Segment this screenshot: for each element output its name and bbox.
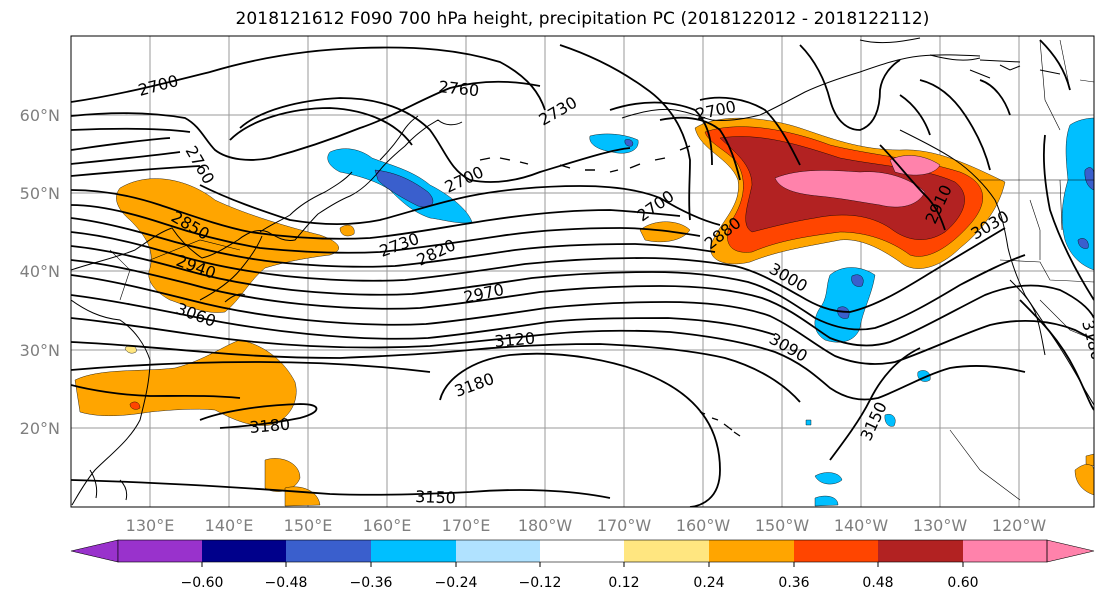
map-title: 2018121612 F090 700 hPa height, precipit… [235, 9, 930, 29]
map-frame [70, 35, 1095, 508]
colorbar-bin [202, 540, 286, 562]
lon-label: 120°W [992, 516, 1047, 535]
colorbar-tick-label: −0.12 [519, 575, 562, 591]
latitude-labels: 60°N 50°N 40°N 30°N 20°N [20, 106, 60, 438]
colorbar-extend-min [70, 539, 119, 563]
colorbar-extend-max [1046, 539, 1095, 563]
lat-label: 40°N [20, 262, 60, 281]
colorbar-bin [624, 540, 709, 562]
colorbar-tick-label: 0.60 [947, 575, 978, 591]
lon-label: 160°E [363, 516, 412, 535]
colorbar [70, 539, 1095, 567]
colorbar-bin [709, 540, 794, 562]
lat-label: 30°N [20, 341, 60, 360]
colorbar-bin [286, 540, 371, 562]
colorbar-tick-label: 0.24 [693, 575, 724, 591]
colorbar-tick-labels: −0.60 −0.48 −0.36 −0.24 −0.12 0.12 0.24 … [181, 575, 979, 591]
colorbar-bin [456, 540, 540, 562]
colorbar-tick-label: 0.48 [862, 575, 893, 591]
precip-shading [74, 117, 1094, 507]
colorbar-tick-label: −0.24 [435, 575, 478, 591]
lon-label: 140°W [834, 516, 889, 535]
colorbar-bin [878, 540, 963, 562]
colorbar-tick-label: −0.48 [265, 575, 308, 591]
lon-label: 150°W [755, 516, 810, 535]
colorbar-outline [117, 539, 1048, 563]
lon-label: 170°W [597, 516, 652, 535]
coastlines [71, 37, 1094, 506]
lon-label: 130°E [126, 516, 175, 535]
contour-label: 2760 [438, 77, 480, 100]
contour-label: 3120 [494, 329, 536, 351]
lon-label: 150°E [284, 516, 333, 535]
colorbar-tick-label: −0.60 [181, 575, 224, 591]
colorbar-bin [118, 540, 202, 562]
colorbar-bin [371, 540, 456, 562]
colorbar-tick-label: 0.36 [778, 575, 809, 591]
lat-label: 60°N [20, 106, 60, 125]
lon-label: 160°W [676, 516, 731, 535]
height-contours [71, 39, 1094, 507]
contour-label: 3180 [249, 415, 291, 437]
colorbar-bin [963, 540, 1047, 562]
colorbar-tick-label: −0.36 [350, 575, 393, 591]
lat-label: 20°N [20, 419, 60, 438]
colorbar-bin [794, 540, 878, 562]
lon-label: 140°E [205, 516, 254, 535]
contour-label: 3150 [415, 487, 456, 507]
lon-label: 130°W [913, 516, 968, 535]
colorbar-tick-label: 0.12 [608, 575, 639, 591]
longitude-labels: 130°E 140°E 150°E 160°E 170°E 180°W 170°… [126, 516, 1047, 535]
lon-label: 180°W [518, 516, 573, 535]
lat-label: 50°N [20, 184, 60, 203]
lon-label: 170°E [442, 516, 491, 535]
colorbar-bin [540, 540, 624, 562]
